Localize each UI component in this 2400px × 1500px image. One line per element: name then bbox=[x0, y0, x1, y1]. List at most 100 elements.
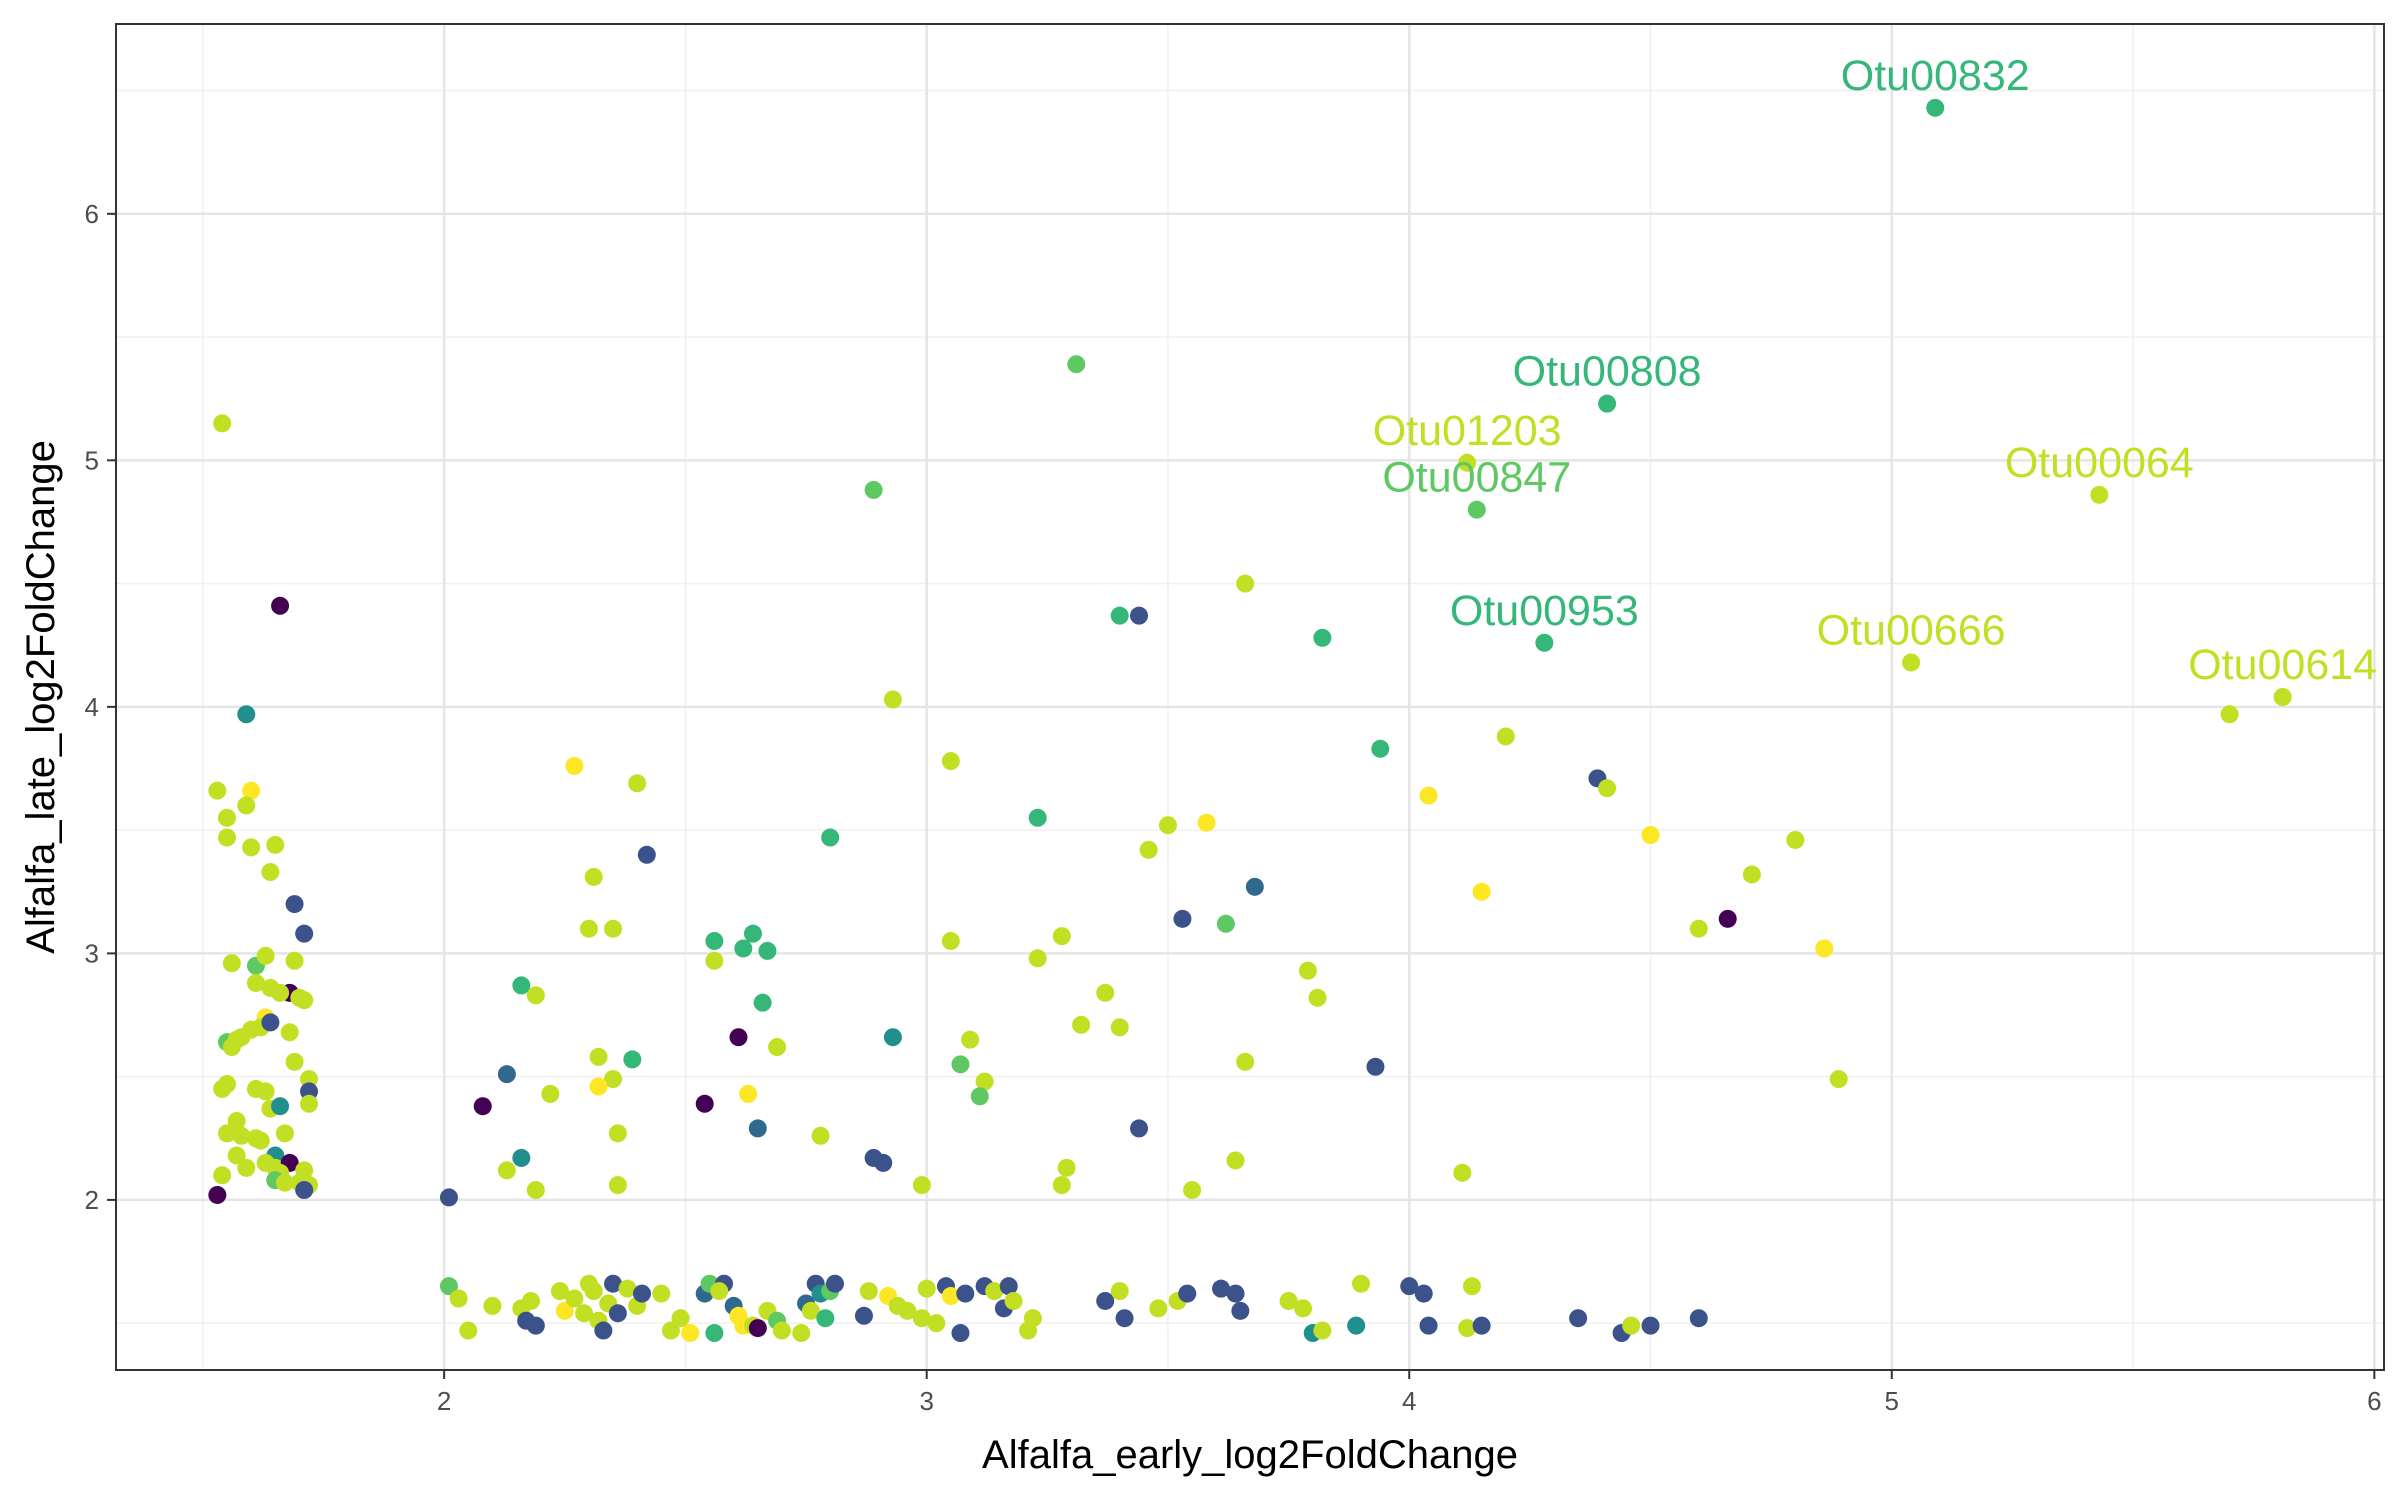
data-point bbox=[1815, 939, 1834, 958]
data-point bbox=[589, 1047, 608, 1066]
otu-label: Otu00832 bbox=[1841, 52, 2030, 100]
data-point bbox=[208, 1185, 227, 1204]
data-point bbox=[816, 1309, 835, 1328]
data-point bbox=[1183, 1181, 1202, 1200]
data-point bbox=[1057, 1158, 1076, 1177]
data-point bbox=[266, 835, 285, 854]
data-point bbox=[1458, 1319, 1477, 1338]
data-point bbox=[1173, 909, 1192, 928]
data-point bbox=[970, 1087, 989, 1106]
data-point bbox=[256, 1082, 275, 1101]
data-point bbox=[285, 895, 304, 914]
data-point bbox=[743, 924, 762, 943]
data-point bbox=[589, 1077, 608, 1096]
x-axis-title: Alfalfa_early_log2FoldChange bbox=[982, 1433, 1518, 1477]
data-point bbox=[1462, 1277, 1481, 1296]
data-point bbox=[956, 1284, 975, 1303]
data-point bbox=[1641, 1316, 1660, 1335]
data-point bbox=[526, 1181, 545, 1200]
data-point bbox=[1096, 1291, 1115, 1310]
data-point bbox=[748, 1119, 767, 1138]
data-point bbox=[604, 1070, 623, 1089]
data-point bbox=[739, 1084, 758, 1103]
data-point bbox=[439, 1277, 458, 1296]
data-point bbox=[985, 1282, 1004, 1301]
data-point bbox=[1414, 1284, 1433, 1303]
data-point bbox=[623, 1050, 642, 1069]
data-point bbox=[217, 1075, 236, 1094]
data-point bbox=[300, 1082, 319, 1101]
data-point bbox=[801, 1301, 820, 1320]
data-point bbox=[565, 757, 584, 776]
data-point bbox=[459, 1321, 478, 1340]
data-point bbox=[1110, 606, 1129, 625]
data-point bbox=[1458, 453, 1477, 472]
data-point bbox=[227, 1112, 246, 1131]
data-point bbox=[632, 1284, 651, 1303]
y-tick-label: 6 bbox=[85, 199, 99, 229]
data-point bbox=[594, 1321, 613, 1340]
data-point bbox=[1419, 786, 1438, 805]
data-point bbox=[1236, 1052, 1255, 1071]
data-point bbox=[1052, 927, 1071, 946]
data-point bbox=[1742, 865, 1761, 884]
data-point bbox=[608, 1124, 627, 1143]
otu-label: Otu00064 bbox=[2005, 439, 2194, 487]
data-point bbox=[1535, 633, 1554, 652]
data-point bbox=[261, 863, 280, 882]
data-point bbox=[497, 1065, 516, 1084]
data-point bbox=[237, 796, 256, 815]
data-point bbox=[1052, 1176, 1071, 1195]
data-point bbox=[859, 1282, 878, 1301]
data-points bbox=[208, 98, 2292, 1343]
data-point bbox=[734, 939, 753, 958]
y-tick-label: 4 bbox=[85, 692, 99, 722]
data-point bbox=[473, 1097, 492, 1116]
data-point bbox=[232, 1126, 251, 1145]
data-point bbox=[768, 1038, 787, 1057]
data-point bbox=[1366, 1057, 1385, 1076]
data-point bbox=[1400, 1277, 1419, 1296]
data-point bbox=[1351, 1274, 1370, 1293]
data-point bbox=[705, 1324, 724, 1343]
data-point bbox=[637, 845, 656, 864]
data-point bbox=[512, 976, 531, 995]
data-point bbox=[208, 781, 227, 800]
data-point bbox=[1178, 1284, 1197, 1303]
data-point bbox=[927, 1314, 946, 1333]
data-point bbox=[1226, 1151, 1245, 1170]
data-point bbox=[710, 1282, 729, 1301]
data-point bbox=[1313, 628, 1332, 647]
x-tick-label: 6 bbox=[2367, 1386, 2381, 1416]
data-point bbox=[213, 414, 232, 433]
data-point bbox=[661, 1321, 680, 1340]
data-point bbox=[295, 1181, 314, 1200]
data-point bbox=[874, 1153, 893, 1172]
data-point bbox=[1829, 1070, 1848, 1089]
data-point bbox=[811, 1126, 830, 1145]
data-point bbox=[883, 1028, 902, 1047]
data-point bbox=[584, 1282, 603, 1301]
data-point bbox=[526, 1316, 545, 1335]
data-point bbox=[821, 828, 840, 847]
data-point bbox=[261, 1013, 280, 1032]
data-point bbox=[1472, 1316, 1491, 1335]
data-point bbox=[2273, 688, 2292, 706]
data-point bbox=[575, 1304, 594, 1323]
data-point bbox=[550, 1282, 569, 1301]
data-point bbox=[1028, 808, 1047, 827]
y-axis-ticks: 2 3 4 5 6 bbox=[85, 199, 116, 1215]
data-point bbox=[1453, 1163, 1472, 1182]
data-point bbox=[912, 1176, 931, 1195]
otu-label: Otu00847 bbox=[1382, 454, 1571, 502]
data-point bbox=[1313, 1321, 1332, 1340]
data-point bbox=[579, 919, 598, 938]
data-point bbox=[1598, 394, 1617, 413]
data-point bbox=[1622, 1316, 1641, 1335]
data-point bbox=[695, 1094, 714, 1113]
data-point bbox=[1197, 813, 1216, 832]
data-point bbox=[681, 1324, 700, 1343]
